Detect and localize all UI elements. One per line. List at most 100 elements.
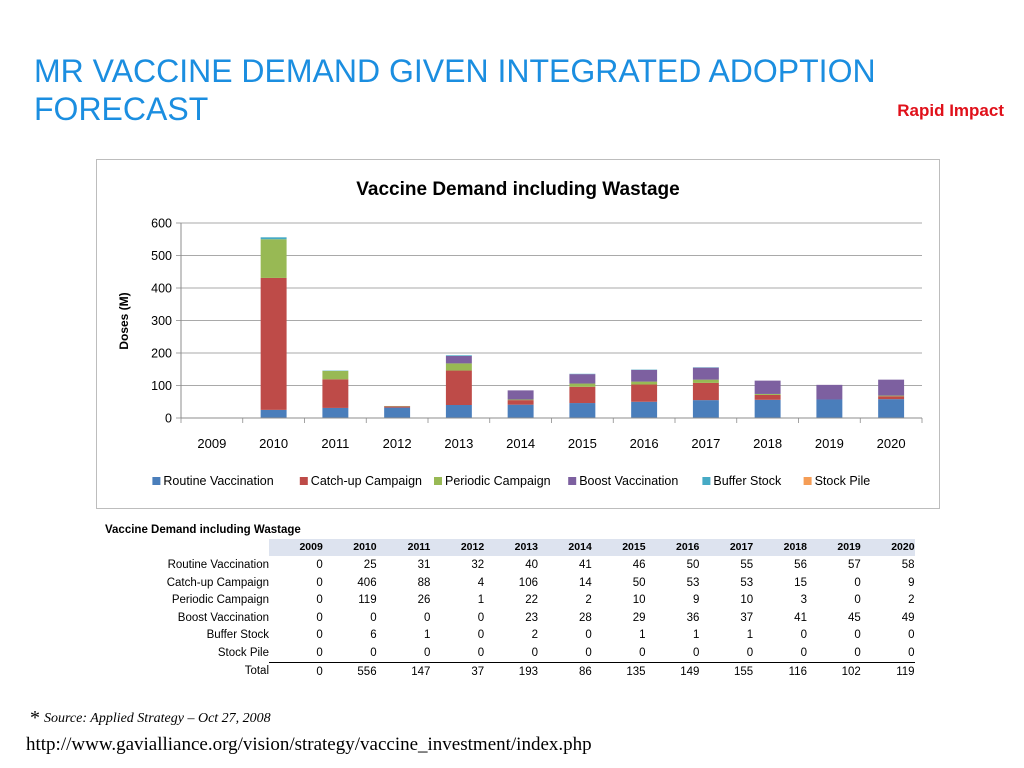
table-cell: 28 — [578, 611, 592, 624]
table-cell: 0 — [692, 646, 700, 659]
table-body: Routine Vaccination 0 25 31 32 40 41 46 50 55 56 57… — [105, 556, 915, 681]
table-cell: 57 — [847, 558, 861, 571]
table-row-label: Routine Vaccination — [167, 558, 269, 571]
table-cell: 193 — [484, 661, 538, 681]
bar-segment — [754, 399, 781, 418]
table-row: Routine Vaccination 0 25 31 32 40 41 46 50 55 56 57… — [105, 556, 915, 574]
y-tick-label: 600 — [151, 217, 172, 231]
table-row: Buffer Stock 0 6 1 0 2 0 1 1 1 0 0 0 — [105, 627, 915, 645]
bar-segment — [445, 355, 472, 356]
table-cell: 50 — [632, 576, 646, 589]
source-note: * Source: Applied Strategy – Oct 27, 200… — [30, 707, 271, 730]
table-year-header: 2013 — [484, 538, 538, 557]
table-cell: 0 — [316, 646, 323, 659]
y-tick-label: 500 — [151, 249, 172, 263]
table-cell: 31 — [417, 558, 431, 571]
table-row: Stock Pile 0 0 0 0 0 0 0 0 0 0 0 0 — [105, 644, 915, 662]
table-cell: 0 — [908, 629, 915, 642]
y-tick-label: 400 — [151, 282, 172, 296]
table-caption: Vaccine Demand including Wastage — [105, 523, 301, 536]
table-cell: 58 — [901, 558, 915, 571]
table-cell: 1 — [477, 594, 485, 607]
table-cell: 45 — [847, 611, 861, 624]
y-tick-label: 100 — [151, 379, 172, 393]
table-cell: 46 — [632, 558, 646, 571]
bar-segment — [322, 370, 349, 380]
x-tick-label: 2012 — [383, 436, 412, 451]
table-cell: 0 — [746, 646, 754, 659]
y-tick-label: 0 — [165, 412, 172, 426]
table-cell: 1 — [692, 629, 700, 642]
bar-segment — [754, 380, 781, 394]
bar-segment — [569, 403, 596, 418]
table-cell: 0 — [585, 646, 592, 659]
table-cell: 0 — [423, 611, 431, 624]
stacked-bar-chart: Vaccine Demand including Wastage Doses (… — [117, 179, 923, 488]
bar-segment — [322, 407, 349, 418]
table-cell: 86 — [537, 661, 592, 681]
bar-segment — [692, 382, 719, 401]
table-year-header: 2016 — [645, 538, 700, 557]
bar-segment — [384, 406, 411, 408]
table-row: Periodic Campaign 0 119 26 1 22 2 10 9 10 3 0 2 — [105, 591, 915, 609]
table-cell: 135 — [591, 661, 646, 681]
table-cell: 0 — [269, 661, 323, 681]
table-row-label: Total — [244, 665, 269, 678]
table-cell: 56 — [794, 558, 807, 571]
y-axis-label: Doses (M) — [117, 292, 131, 349]
x-tick-label: 2018 — [753, 436, 782, 451]
table-cell: 37 — [740, 611, 754, 624]
table-cell: 0 — [316, 629, 323, 642]
table-row-label: Stock Pile — [217, 647, 269, 660]
bars — [260, 237, 905, 418]
table-row: Catch-up Campaign 0 406 88 4 106 14 50 53 53 15 0 9 — [105, 574, 915, 592]
bar-segment — [507, 400, 534, 405]
table-cell: 22 — [525, 594, 538, 607]
table-cell: 0 — [316, 558, 323, 571]
table-year-header: 2015 — [591, 538, 646, 557]
table-header-row: 2009 2010 2011 2012 2013 2014 2015 2016 2017 2018… — [105, 538, 915, 557]
table-year-header: 2012 — [430, 538, 485, 557]
table-year-header: 2014 — [537, 538, 592, 557]
table-year-header: 2020 — [860, 538, 915, 557]
bar-segment — [260, 277, 287, 410]
table-cell: 0 — [477, 629, 485, 642]
bar-segment — [631, 401, 658, 418]
legend-label: Routine Vaccination — [163, 474, 273, 488]
table-cell: 2 — [908, 594, 915, 607]
table-year-header: 2018 — [753, 538, 807, 557]
table-cell: 37 — [430, 661, 485, 681]
bar-segment — [878, 399, 905, 418]
table-row: Boost Vaccination 0 0 0 0 23 28 29 36 37 41 45 49 — [105, 609, 915, 627]
bar-segment — [631, 384, 658, 402]
table-row-label: Catch-up Campaign — [166, 576, 269, 589]
legend-label: Catch-up Campaign — [311, 474, 422, 488]
table-cell: 53 — [740, 576, 754, 589]
bar-segment — [631, 381, 658, 385]
bar-segment — [754, 393, 781, 395]
table-year-header: 2019 — [806, 538, 861, 557]
table-cell: 0 — [477, 646, 485, 659]
bar-segment — [445, 405, 472, 418]
table-cell: 49 — [901, 611, 915, 624]
bar-segment — [816, 384, 843, 400]
legend-swatch — [702, 477, 711, 485]
bar-segment — [692, 379, 719, 383]
x-tick-label: 2011 — [321, 436, 349, 451]
table-cell: 0 — [585, 629, 592, 642]
x-tick-label: 2015 — [568, 436, 597, 451]
legend-swatch — [803, 477, 812, 485]
y-tick-label: 200 — [151, 347, 172, 361]
bar-segment — [445, 370, 472, 405]
x-tick-label: 2009 — [197, 436, 226, 451]
table-cell: 0 — [531, 646, 538, 659]
table-cell: 0 — [800, 629, 807, 642]
table-cell: 32 — [471, 558, 485, 571]
table-cell: 149 — [645, 661, 700, 681]
bar-segment — [322, 379, 349, 408]
table-cell: 41 — [794, 611, 807, 624]
bar-segment — [507, 399, 534, 401]
bar-segment — [692, 400, 719, 418]
table-cell: 25 — [363, 558, 377, 571]
table-cell: 40 — [525, 558, 538, 571]
